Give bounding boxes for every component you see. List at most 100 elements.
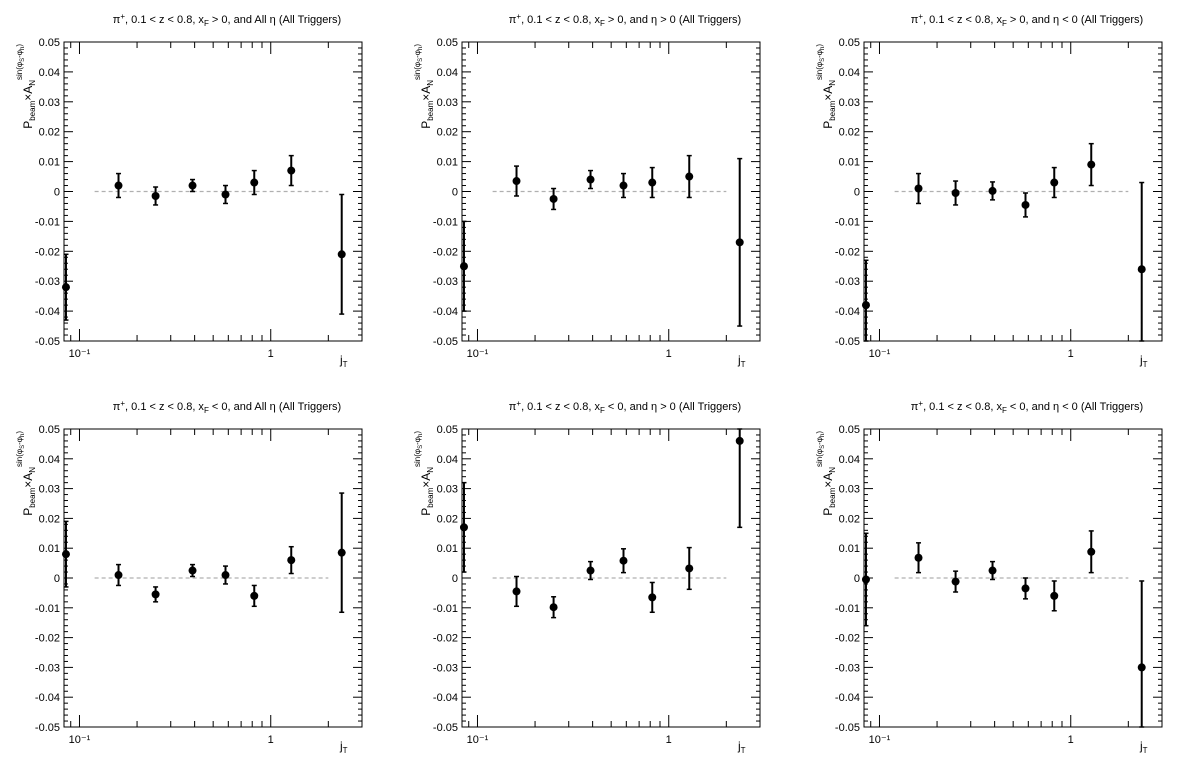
y-tick-label: -0.01 <box>835 216 860 228</box>
data-point-7 <box>287 545 296 575</box>
data-point-2 <box>114 563 123 587</box>
data-point-4 <box>586 560 595 581</box>
y-tick-label: 0 <box>854 573 860 585</box>
data-point-8 <box>337 193 346 315</box>
data-marker <box>1021 584 1030 593</box>
data-marker <box>151 590 160 599</box>
y-tick-label: 0 <box>54 573 60 585</box>
data-marker <box>648 593 657 602</box>
y-tick-label: 0.01 <box>839 543 860 555</box>
data-points <box>459 154 744 327</box>
data-marker <box>586 175 595 184</box>
y-tick-label: -0.05 <box>835 336 860 348</box>
data-points <box>61 492 346 614</box>
y-axis-ticks: -0.05 -0.04 -0.03 -0.02 -0.01 0 0.01 0.02 0.03 0.… <box>433 424 760 734</box>
y-tick-label: -0.02 <box>433 246 458 258</box>
data-point-2 <box>914 542 923 574</box>
y-tick-label: -0.04 <box>835 692 860 704</box>
y-tick-label: 0.03 <box>437 484 458 496</box>
data-point-2 <box>512 165 521 197</box>
x-axis-label: jT <box>339 353 348 369</box>
data-marker <box>188 181 197 190</box>
y-axis-label: Pbeam×ANsin(φS-φh) <box>413 431 435 516</box>
data-marker <box>648 178 657 187</box>
y-tick-label: -0.05 <box>35 336 60 348</box>
chart-title: π+, 0.1 < z < 0.8, xF < 0, and η < 0 (Al… <box>911 399 1143 415</box>
x-axis-ticks: 10⁻¹ 1 <box>69 429 363 746</box>
y-tick-label: -0.04 <box>835 306 860 318</box>
data-marker <box>685 564 694 573</box>
y-tick-label: -0.01 <box>35 216 60 228</box>
y-tick-label: -0.05 <box>433 336 458 348</box>
x-tick-label: 1 <box>1068 348 1074 360</box>
y-tick-label: 0.02 <box>39 513 60 525</box>
data-point-6 <box>250 584 259 608</box>
y-tick-label: 0.02 <box>839 127 860 139</box>
y-tick-label: 0 <box>452 187 458 199</box>
data-marker <box>459 262 468 271</box>
data-marker <box>61 550 70 559</box>
data-points <box>861 530 1146 728</box>
y-tick-label: 0.03 <box>839 97 860 109</box>
data-marker <box>549 194 558 203</box>
y-tick-label: -0.05 <box>835 722 860 734</box>
x-axis-ticks: 10⁻¹ 1 <box>467 42 761 360</box>
x-tick-label: 10⁻¹ <box>69 734 91 746</box>
y-axis-label: Pbeam×ANsin(φS-φh) <box>413 44 435 129</box>
data-marker <box>459 523 468 532</box>
data-points <box>459 428 744 619</box>
data-point-4 <box>988 181 997 201</box>
y-axis-ticks: -0.05 -0.04 -0.03 -0.02 -0.01 0 0.01 0.02 0.03 0.… <box>35 424 362 734</box>
data-point-4 <box>586 169 595 190</box>
chart-title: π+, 0.1 < z < 0.8, xF > 0, and η > 0 (Al… <box>509 12 741 28</box>
data-point-7 <box>287 154 296 187</box>
y-tick-label: -0.05 <box>433 722 458 734</box>
x-axis-label: jT <box>1139 739 1148 755</box>
x-tick-label: 1 <box>1068 734 1074 746</box>
x-tick-label: 1 <box>268 348 274 360</box>
data-marker <box>619 556 628 565</box>
data-marker <box>685 172 694 181</box>
data-point-3 <box>151 586 160 603</box>
y-tick-label: -0.01 <box>35 603 60 615</box>
y-tick-label: -0.02 <box>835 246 860 258</box>
y-tick-label: -0.04 <box>433 306 458 318</box>
data-marker <box>221 190 230 199</box>
x-tick-label: 1 <box>666 734 672 746</box>
data-point-4 <box>188 178 197 193</box>
data-marker <box>951 188 960 197</box>
data-marker <box>1137 663 1146 672</box>
y-tick-label: 0.05 <box>39 37 60 49</box>
y-tick-label: 0.05 <box>839 424 860 436</box>
data-point-1 <box>459 481 468 573</box>
data-point-2 <box>512 575 521 608</box>
y-tick-label: -0.03 <box>35 276 60 288</box>
y-tick-label: -0.05 <box>35 722 60 734</box>
data-point-7 <box>685 154 694 199</box>
data-point-6 <box>1050 166 1059 199</box>
y-axis-label: Pbeam×ANsin(φS-φh) <box>815 44 837 129</box>
x-tick-label: 10⁻¹ <box>869 734 891 746</box>
y-tick-label: -0.04 <box>35 306 60 318</box>
chart-panel-2: π+, 0.1 < z < 0.8, xF > 0, and η > 0 (Al… <box>413 12 761 369</box>
chart-title: π+, 0.1 < z < 0.8, xF < 0, and All η (Al… <box>113 399 341 415</box>
chart-title: π+, 0.1 < z < 0.8, xF > 0, and η < 0 (Al… <box>911 12 1143 28</box>
y-axis-ticks: -0.05 -0.04 -0.03 -0.02 -0.01 0 0.01 0.02 0.03 0.… <box>433 37 760 348</box>
data-point-7 <box>685 546 694 591</box>
data-point-4 <box>188 563 197 578</box>
data-marker <box>1087 547 1096 556</box>
data-marker <box>988 566 997 575</box>
y-tick-label: 0.04 <box>39 454 60 466</box>
chart-panel-4: π+, 0.1 < z < 0.8, xF < 0, and All η (Al… <box>15 399 363 755</box>
data-marker <box>1137 265 1146 274</box>
y-tick-label: 0.04 <box>839 67 860 79</box>
data-marker <box>250 591 259 600</box>
data-point-5 <box>1021 577 1030 600</box>
y-axis-ticks: -0.05 -0.04 -0.03 -0.02 -0.01 0 0.01 0.02 0.03 0.… <box>835 424 1162 734</box>
x-axis-ticks: 10⁻¹ 1 <box>869 42 1163 360</box>
y-tick-label: 0.02 <box>39 127 60 139</box>
y-tick-label: 0.02 <box>437 127 458 139</box>
y-tick-label: -0.03 <box>433 662 458 674</box>
data-marker <box>151 191 160 200</box>
y-tick-label: -0.03 <box>433 276 458 288</box>
